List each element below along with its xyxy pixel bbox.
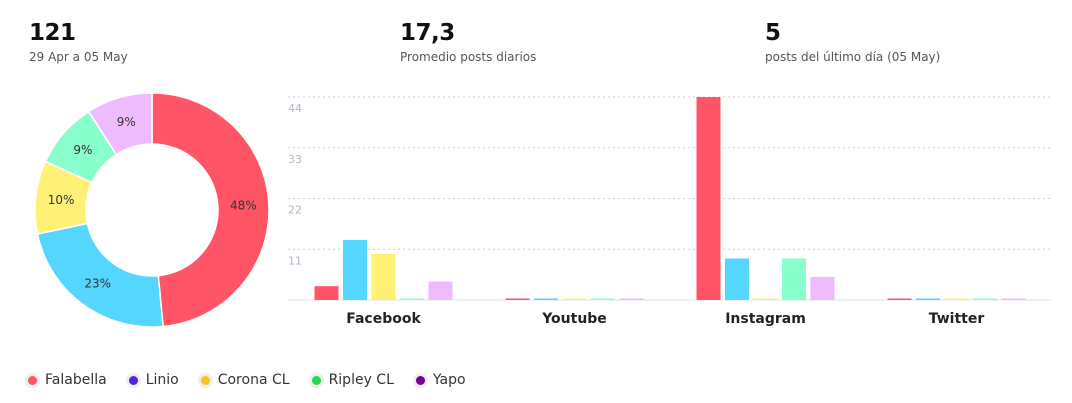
bar-youtube-linio[interactable] (534, 298, 558, 301)
legend-label: Corona CL (217, 372, 290, 388)
y-tick-label: 11 (288, 254, 302, 267)
legend-dot-icon (311, 375, 321, 385)
donut-slice-falabella[interactable] (151, 92, 270, 328)
legend-item-yapo[interactable]: Yapo (415, 372, 466, 388)
legend-label: Falabella (45, 372, 107, 388)
stat-total: 121 29 Apr a 05 May (29, 18, 128, 64)
x-tick-label-youtube: Youtube (541, 311, 607, 327)
x-tick-label-twitter: Twitter (929, 311, 985, 327)
legend-dot-icon (128, 375, 138, 385)
y-tick-label: 33 (288, 153, 302, 166)
x-tick-label-facebook: Facebook (346, 311, 421, 327)
legend-item-ripley-cl[interactable]: Ripley CL (311, 372, 394, 388)
donut-label-ripley-cl: 9% (73, 143, 92, 157)
bar-facebook-yapo[interactable] (428, 281, 453, 300)
donut-label-linio: 23% (84, 277, 111, 291)
bar-instagram-corona-cl[interactable] (753, 298, 778, 301)
donut-label-yapo: 9% (117, 115, 136, 129)
legend-dot-icon (415, 375, 425, 385)
bar-youtube-corona-cl[interactable] (562, 298, 587, 301)
bar-facebook-ripley-cl[interactable] (400, 298, 424, 301)
stat-average-value: 17,3 (400, 20, 455, 46)
bar-twitter-ripley-cl[interactable] (973, 298, 997, 301)
donut-label-falabella: 48% (230, 199, 257, 213)
stat-average-label: Promedio posts diarios (400, 50, 537, 64)
bar-twitter-yapo[interactable] (1001, 298, 1026, 301)
bar-twitter-corona-cl[interactable] (944, 298, 969, 301)
bar-youtube-yapo[interactable] (619, 298, 644, 301)
bar-facebook-linio[interactable] (343, 240, 367, 300)
donut-chart: 48% 23% 10% 9% 9% (34, 92, 270, 328)
bar-instagram-yapo[interactable] (810, 276, 835, 300)
donut-slice-linio[interactable] (36, 222, 164, 328)
bar-facebook-corona-cl[interactable] (371, 253, 396, 300)
bar-facebook-falabella[interactable] (314, 286, 339, 300)
bar-twitter-linio[interactable] (916, 298, 940, 301)
y-tick-label: 44 (288, 102, 302, 115)
stat-last-day-value: 5 (765, 20, 781, 46)
legend-label: Ripley CL (328, 372, 394, 388)
donut-label-corona-cl: 10% (48, 193, 75, 207)
legend-dot-icon (28, 375, 37, 385)
bar-instagram-ripley-cl[interactable] (782, 258, 806, 300)
bar-youtube-ripley-cl[interactable] (591, 298, 615, 301)
y-tick-label: 22 (288, 204, 302, 217)
bar-twitter-falabella[interactable] (887, 298, 912, 301)
stat-last-day-label: posts del último día (05 May) (765, 50, 941, 64)
legend-item-linio[interactable]: Linio (128, 372, 179, 388)
legend-label: Linio (145, 372, 179, 388)
stat-average: 17,3 Promedio posts diarios (400, 18, 536, 64)
legend-item-corona-cl[interactable]: Corona CL (200, 372, 290, 388)
stat-total-value: 121 (29, 20, 76, 46)
stat-last-day: 5 posts del último día (05 May) (765, 18, 940, 64)
legend-dot-icon (200, 375, 210, 385)
bar-instagram-falabella[interactable] (696, 97, 721, 300)
legend-label: Yapo (432, 372, 466, 388)
bar-chart: 11 22 33 44 Facebook Youtube Instagram Twitter (288, 96, 1052, 327)
bar-youtube-falabella[interactable] (505, 298, 530, 301)
donut-slice-yapo[interactable] (87, 92, 153, 156)
chart-legend: Falabella Linio Corona CL Ripley CL Yapo (28, 372, 466, 388)
bar-instagram-linio[interactable] (725, 258, 749, 300)
legend-item-falabella[interactable]: Falabella (28, 372, 107, 388)
stat-total-label: 29 Apr a 05 May (29, 50, 128, 64)
x-tick-label-instagram: Instagram (725, 311, 806, 327)
